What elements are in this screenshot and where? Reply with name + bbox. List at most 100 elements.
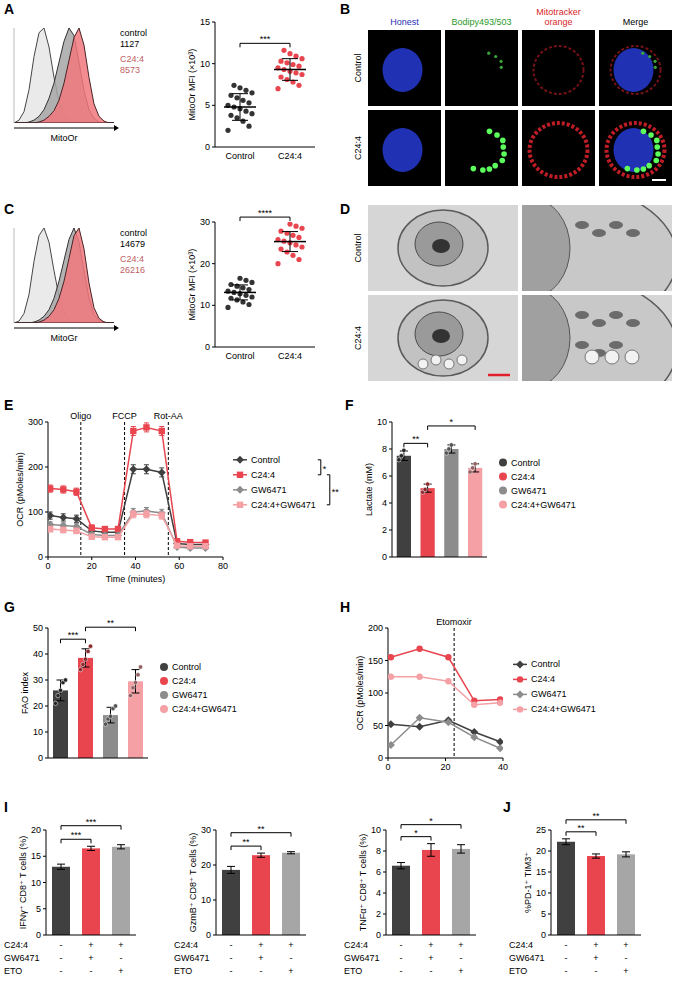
condition-sign: +	[118, 940, 123, 950]
mitochondrion	[592, 319, 606, 327]
bar	[452, 849, 470, 935]
y-tick	[212, 22, 215, 23]
data-point	[56, 693, 60, 697]
data-point	[202, 543, 208, 549]
data-point	[278, 246, 283, 251]
figure: AMitoOrcontrol1127C24:48573051015MitoOr …	[0, 0, 680, 1000]
y-tick-label: 0	[206, 930, 211, 940]
y-tick	[213, 830, 216, 831]
x-tick	[223, 557, 224, 560]
y-tick-label: 20	[31, 825, 41, 835]
lipid-droplet	[480, 167, 486, 173]
data-point	[293, 70, 298, 75]
plot-marks	[392, 844, 470, 935]
bar	[587, 856, 605, 935]
histogram-area	[14, 28, 114, 123]
legend-marker	[516, 660, 524, 668]
condition-sign: -	[460, 953, 463, 963]
plot-marks	[14, 28, 114, 123]
header-line: Mitotracker	[536, 7, 581, 17]
data-point	[416, 714, 424, 722]
column-header: Bodipy493/503	[451, 17, 511, 27]
y-axis-line	[14, 28, 15, 123]
y-tick-label: 6	[376, 867, 381, 877]
column-header: Merge	[623, 17, 649, 27]
data-point	[158, 468, 166, 476]
error-bar	[107, 707, 115, 723]
data-point	[445, 654, 451, 660]
series-line	[391, 677, 500, 705]
column-header: Mitotrackerorange	[536, 7, 581, 27]
data-point	[496, 744, 503, 752]
y-axis-line	[386, 830, 387, 935]
column-header: Honest	[390, 17, 419, 27]
y-tick-label: 0	[205, 142, 210, 152]
y-tick	[45, 654, 48, 655]
y-axis-line	[14, 228, 15, 323]
x-axis-line	[216, 935, 306, 936]
bar	[397, 456, 411, 557]
error-bar	[61, 486, 66, 493]
x-tick	[503, 758, 504, 761]
data-point	[246, 100, 251, 105]
plot-marks	[611, 46, 661, 94]
condition-sign: -	[400, 940, 403, 950]
data-point	[416, 674, 422, 680]
significance-label: ****	[258, 208, 273, 218]
x-axis-line	[392, 557, 487, 558]
y-tick-label: 0	[378, 753, 383, 763]
lipid-droplet	[648, 132, 654, 138]
condition-sign: +	[458, 966, 463, 976]
data-point	[234, 95, 239, 100]
error-bar	[592, 854, 600, 858]
error-bar	[427, 844, 435, 857]
y-tick	[213, 935, 216, 936]
data-point	[231, 83, 236, 88]
significance-bracket	[318, 460, 321, 475]
data-point	[284, 77, 289, 82]
y-tick-label: 0	[36, 930, 41, 940]
data-point	[249, 90, 254, 95]
significance-label: **	[107, 618, 115, 628]
data-point	[142, 465, 150, 473]
mitochondrion	[575, 311, 589, 319]
series-line	[391, 649, 500, 701]
micrograph	[368, 295, 518, 381]
error-bar	[87, 846, 95, 850]
y-tick	[213, 865, 216, 866]
condition-label: C24:4	[509, 940, 533, 950]
micrograph	[599, 30, 672, 106]
micrograph	[599, 110, 672, 186]
error-bar	[116, 526, 121, 531]
data-point	[128, 693, 132, 697]
y-tick	[389, 503, 392, 504]
error-bar	[132, 670, 140, 693]
legend-value: 26216	[120, 265, 145, 275]
x-tick	[445, 758, 446, 761]
panel-letter: E	[4, 397, 13, 413]
y-tick	[45, 680, 48, 681]
condition-label: GW6471	[509, 953, 545, 963]
data-point	[399, 454, 403, 458]
y-tick	[212, 347, 215, 348]
plot-marks	[534, 46, 584, 94]
data-point	[388, 720, 395, 728]
x-tick-label: Control	[225, 351, 254, 361]
significance-label: *	[450, 417, 454, 427]
mito-stain	[530, 123, 588, 177]
nucleus-stain	[383, 48, 423, 92]
lipid-droplet	[655, 151, 661, 157]
mitochondrion	[626, 319, 640, 327]
data-point	[159, 512, 165, 518]
data-point	[284, 60, 289, 65]
data-point	[237, 85, 242, 90]
legend-label: C24:4	[511, 472, 535, 482]
x-tick-label: 40	[130, 561, 140, 571]
y-tick	[389, 530, 392, 531]
bar	[444, 449, 458, 557]
legend-label: C24:4	[251, 470, 275, 480]
y-tick-label: 30	[200, 217, 210, 227]
y-tick-label: 25	[536, 825, 546, 835]
y-tick-label: 8	[376, 846, 381, 856]
data-point	[290, 253, 295, 258]
